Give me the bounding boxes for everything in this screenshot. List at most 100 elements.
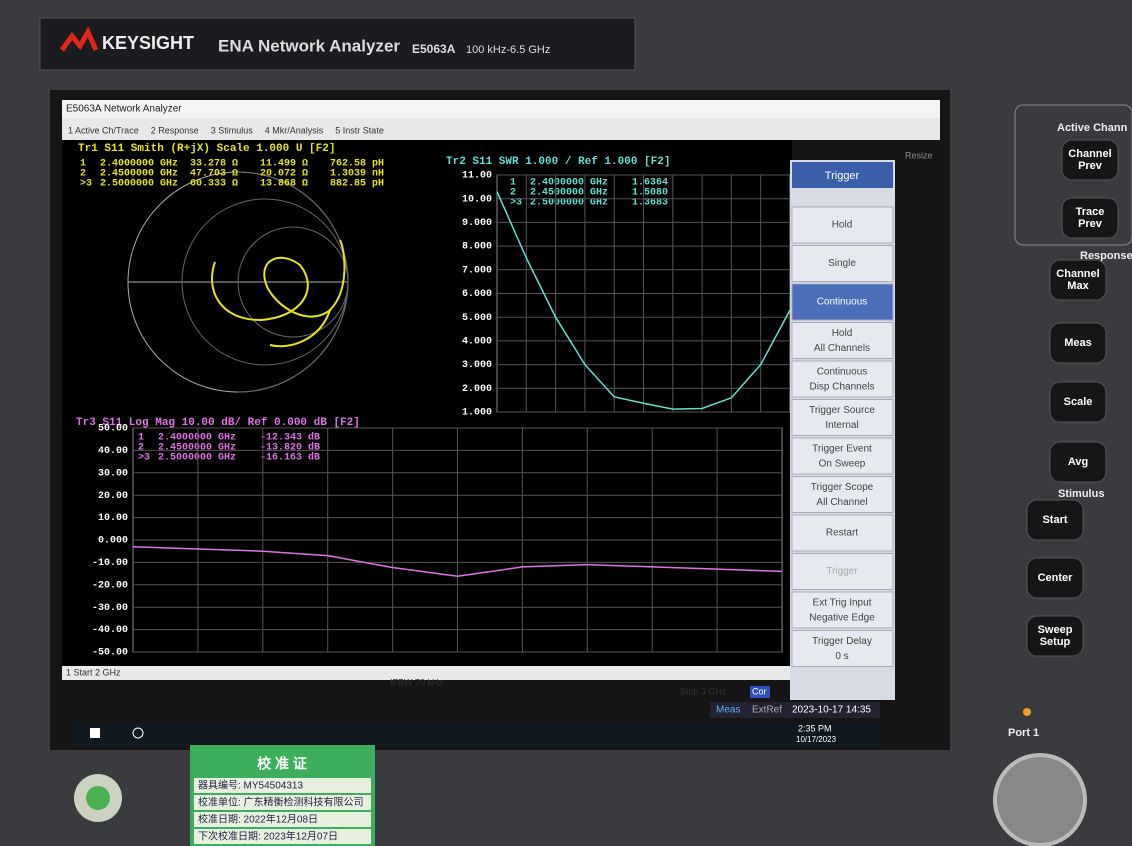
- marker-readout: 2.4000000 GHz: [158, 433, 236, 444]
- marker-readout: 47.703 Ω: [190, 169, 238, 180]
- softkey-label: 0 s: [835, 651, 848, 662]
- panel-button-label: Start: [1042, 514, 1067, 526]
- y-tick-label: 11.00: [462, 171, 492, 182]
- status-start: 1 Start 2 GHz: [66, 667, 121, 677]
- logmag-plot: 1 2.4000000 GHz -12.343 dB 2 2.4500000 GHz -1…: [92, 424, 783, 659]
- panel-buttons: ChannelPrevTracePrevChannelMaxMeasScaleA…: [1026, 139, 1119, 657]
- panel-button[interactable]: [1049, 441, 1107, 483]
- menu-item[interactable]: 2 Response: [151, 125, 199, 135]
- panel-button-label: Meas: [1064, 337, 1092, 349]
- y-tick-label: 50.00: [98, 424, 128, 435]
- panel-button[interactable]: [1026, 615, 1084, 657]
- panel-button[interactable]: [1026, 557, 1084, 599]
- softkey[interactable]: [791, 283, 894, 321]
- start-icon[interactable]: [90, 728, 100, 738]
- softkey[interactable]: [791, 591, 894, 629]
- softkey[interactable]: [791, 245, 894, 282]
- smith-markers: 1 2.4000000 GHz 33.278 Ω 11.499 Ω 762.58 pH 2…: [80, 159, 384, 190]
- plot-area: [62, 140, 792, 666]
- y-tick-label: 3.000: [462, 360, 492, 371]
- softkey-label: On Sweep: [819, 459, 866, 470]
- softkey[interactable]: [791, 476, 894, 513]
- sticker-rows: 器具编号: MY54504313 校准单位: 广东精衡检测科技有限公司校准日期: …: [194, 778, 371, 844]
- sticker-text: 器具编号: MY54504313: [198, 779, 303, 792]
- softkey[interactable]: [791, 553, 894, 590]
- status-ifbw: IFBW 70 kHz: [390, 677, 444, 687]
- softkey[interactable]: [791, 360, 894, 398]
- menu-item[interactable]: 1 Active Ch/Trace: [68, 125, 139, 135]
- panel-button-label: Setup: [1040, 636, 1071, 648]
- y-tick-label: -10.00: [92, 558, 128, 569]
- sticker-row: [194, 812, 371, 827]
- panel-button[interactable]: [1061, 197, 1119, 239]
- sticker-row: [194, 778, 371, 793]
- marker-readout: 1.3039 nH: [330, 169, 384, 180]
- softkey[interactable]: [791, 630, 894, 667]
- softkey[interactable]: [791, 514, 894, 552]
- softkey[interactable]: [791, 399, 894, 436]
- y-tick-label: 2.000: [462, 384, 492, 395]
- sticker-text: 校准单位: 广东精衡检测科技有限公司: [198, 796, 364, 809]
- panel-button-label: Channel: [1068, 148, 1111, 160]
- marker-readout: 2: [510, 188, 516, 199]
- panel-button[interactable]: [1061, 139, 1119, 181]
- resize: Resize: [905, 150, 933, 160]
- meas-bar: [710, 702, 880, 718]
- softkey-label: All Channels: [814, 343, 870, 354]
- y-tick-label: 8.000: [462, 242, 492, 253]
- status-meas: Meas: [716, 705, 740, 716]
- softkey-label: Trigger Delay: [812, 636, 872, 647]
- smith-header: Tr1 S11 Smith (R+jX) Scale 1.000 U [F2]: [78, 143, 335, 155]
- marker-readout: 1: [80, 159, 86, 170]
- window-title: E5063A Network Analyzer: [66, 104, 182, 115]
- swr-plot: 1 2.4000000 GHz 1.6364 2 2.4500000 GHz 1.5080…: [462, 171, 791, 419]
- taskbar-date: 10/17/2023: [796, 735, 837, 744]
- title-bar: [62, 100, 940, 118]
- marker-readout: 1: [510, 178, 516, 189]
- softkey[interactable]: [791, 437, 894, 475]
- status-cor: Cor: [752, 686, 767, 696]
- active-group: [1014, 104, 1132, 246]
- menu-item[interactable]: 3 Stimulus: [211, 125, 254, 135]
- logo-mark: [59, 26, 99, 52]
- menu: 1 Active Ch/Trace 2 Response 3 Stimulus 4 M…: [68, 125, 384, 135]
- port-connector: [993, 753, 1087, 846]
- softkey-label: Trigger Event: [812, 444, 872, 455]
- panel-button[interactable]: [1049, 259, 1107, 301]
- panel-button-label: Avg: [1068, 456, 1088, 468]
- brand-bar: [39, 17, 636, 71]
- panel-button-label: Prev: [1078, 218, 1103, 230]
- y-tick-label: 20.00: [98, 491, 128, 502]
- marker-readout: 20.072 Ω: [260, 169, 308, 180]
- softkey-label: Continuous: [817, 367, 868, 378]
- trace: [132, 545, 783, 578]
- taskbar: [72, 722, 880, 746]
- softkey[interactable]: [791, 206, 894, 244]
- softkey-label: Ext Trig Input: [813, 598, 872, 609]
- marker-readout: 2.5000000 GHz: [158, 453, 236, 464]
- panel-button[interactable]: [1049, 322, 1107, 364]
- menu-item[interactable]: 4 Mkr/Analysis: [265, 125, 324, 135]
- marker-readout: 2: [138, 443, 144, 454]
- marker-readout: -12.343 dB: [260, 432, 320, 444]
- marker-readout: 2.4500000 GHz: [158, 443, 236, 454]
- status-bar: [62, 666, 792, 680]
- menu-item[interactable]: 5 Instr State: [335, 125, 384, 135]
- panel-button[interactable]: [1049, 381, 1107, 423]
- softkey-title-bg: [792, 162, 893, 188]
- marker-readout: 2.4500000 GHz: [100, 169, 178, 180]
- marker-readout: >3: [80, 179, 92, 190]
- swr-header: Tr2 S11 SWR 1.000 / Ref 1.000 [F2]: [446, 156, 670, 168]
- panel-button-label: Prev: [1078, 160, 1103, 172]
- sticker-title: 校 准 证: [257, 756, 307, 772]
- marker-readout: 1: [138, 433, 144, 444]
- panel-response: Response: [1080, 250, 1132, 262]
- y-tick-label: -50.00: [92, 648, 128, 659]
- y-tick-label: 5.000: [462, 313, 492, 324]
- brand-product: ENA Network Analyzer: [218, 36, 400, 55]
- softkey[interactable]: [791, 322, 894, 359]
- search-icon[interactable]: [132, 727, 144, 739]
- sticker-row: [194, 795, 371, 810]
- panel-button[interactable]: [1026, 499, 1084, 541]
